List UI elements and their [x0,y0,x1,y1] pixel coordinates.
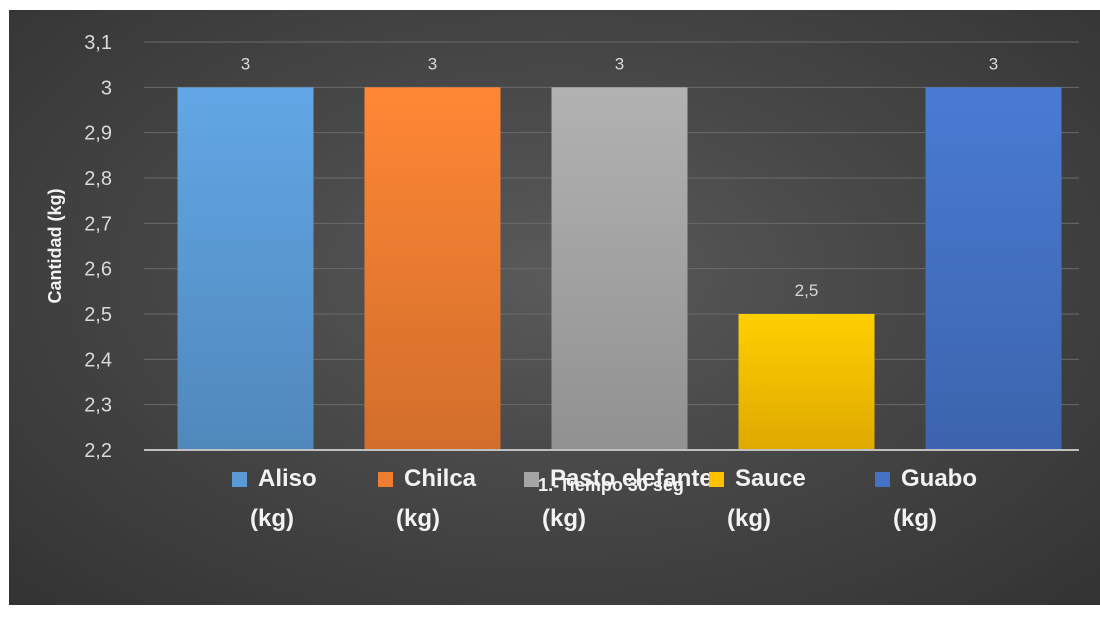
legend-label: Aliso [258,465,317,492]
legend-swatch [875,472,890,487]
y-axis-ticks: 2,2 2,3 2,4 2,5 2,6 2,7 2,8 2,9 3 3,1 [84,32,112,462]
bar-chart: 2,2 2,3 2,4 2,5 2,6 2,7 2,8 2,9 3 3,1 3 3 3 2,5 3 Can… [45,32,1079,495]
y-axis-title: Cantidad (kg) [45,188,65,303]
legend-label-unit: (kg) [893,505,937,532]
y-tick-label: 2,4 [84,349,112,371]
legend-label: Chilca [404,465,477,492]
data-label: 3 [615,54,624,73]
y-tick-label: 2,7 [84,213,112,235]
legend-swatch [232,472,247,487]
legend-swatch [378,472,393,487]
bar-1 [364,87,501,450]
chart-area: 2,2 2,3 2,4 2,5 2,6 2,7 2,8 2,9 3 3,1 3 3 3 2,5 3 Can… [9,10,1100,605]
y-tick-label: 2,3 [84,395,112,417]
y-tick-label: 3 [101,77,112,99]
legend-swatch [524,472,539,487]
bar-4 [925,87,1062,450]
y-tick-label: 2,2 [84,440,112,462]
bar-0 [177,87,314,450]
legend-label-unit: (kg) [542,505,586,532]
x-axis-title: 1.-Tiempo 30 seg [538,475,684,495]
legend-label-unit: (kg) [727,505,771,532]
data-labels: 3 3 3 2,5 3 [241,54,998,300]
data-label: 3 [989,54,998,73]
y-tick-label: 3,1 [84,32,112,54]
y-tick-label: 2,9 [84,123,112,145]
data-label: 3 [428,54,437,73]
y-tick-label: 2,5 [84,304,112,326]
bars [177,87,1062,450]
bar-3 [738,314,875,450]
legend-label-unit: (kg) [396,505,440,532]
data-label: 3 [241,54,250,73]
legend-label: Guabo [901,465,977,492]
legend-label-unit: (kg) [250,505,294,532]
data-label: 2,5 [795,281,819,300]
legend-label: Sauce [735,465,806,492]
legend-label: Pasto elefante [550,465,713,492]
y-tick-label: 2,6 [84,259,112,281]
bar-2 [551,87,688,450]
legend-swatch [709,472,724,487]
y-tick-label: 2,8 [84,168,112,190]
